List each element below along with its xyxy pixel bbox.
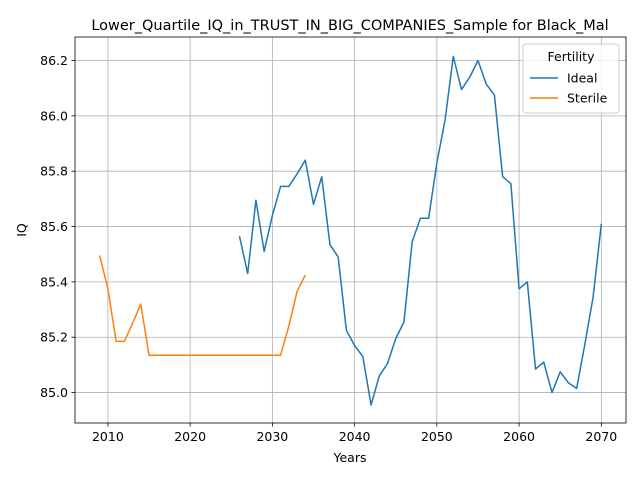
- legend: Fertility Ideal Sterile: [522, 43, 620, 114]
- series-line-ideal: [238, 55, 603, 406]
- y-tick-label: 86.0: [40, 108, 68, 123]
- legend-label-sterile: Sterile: [567, 91, 608, 106]
- x-axis-label: Years: [333, 450, 367, 465]
- series-lines: [98, 55, 603, 406]
- legend-label-ideal: Ideal: [567, 71, 597, 86]
- x-axis-ticks: 2010 2020 2030 2040 2050 2060 2070: [92, 423, 617, 444]
- y-axis-label: IQ: [14, 223, 29, 237]
- x-tick-label: 2030: [256, 429, 288, 444]
- legend-title: Fertility: [548, 49, 596, 64]
- y-tick-label: 86.2: [40, 53, 68, 68]
- x-tick-label: 2060: [503, 429, 535, 444]
- legend-box: [522, 43, 620, 114]
- y-tick-label: 85.2: [40, 330, 68, 345]
- chart-title: Lower_Quartile_IQ_in_TRUST_IN_BIG_COMPAN…: [91, 18, 608, 34]
- x-tick-label: 2010: [92, 429, 124, 444]
- y-axis-ticks: 85.0 85.2 85.4 85.6 85.8 86.0 86.2: [40, 53, 75, 400]
- y-tick-label: 85.4: [40, 274, 68, 289]
- x-tick-label: 2020: [174, 429, 206, 444]
- x-tick-label: 2070: [585, 429, 617, 444]
- plot-area-frame: [74, 36, 627, 424]
- series-line-sterile: [98, 255, 306, 356]
- x-tick-label: 2050: [421, 429, 453, 444]
- y-tick-label: 85.0: [40, 385, 68, 400]
- grid-lines: [75, 37, 626, 423]
- y-tick-label: 85.8: [40, 164, 68, 179]
- x-tick-label: 2040: [339, 429, 371, 444]
- y-tick-label: 85.6: [40, 219, 68, 234]
